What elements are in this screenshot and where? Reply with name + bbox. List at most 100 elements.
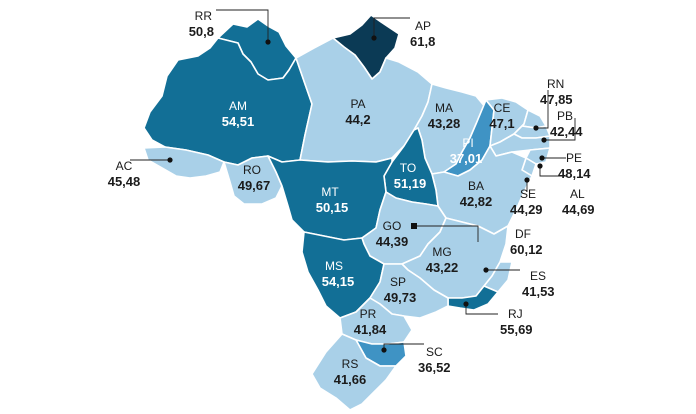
leader-dot-ap bbox=[371, 35, 377, 41]
state-label-ro: RO 49,67 bbox=[238, 163, 271, 193]
state-label-ms: MS 54,15 bbox=[322, 259, 355, 289]
state-code-go: GO bbox=[383, 219, 402, 233]
state-code-sp: SP bbox=[390, 275, 406, 289]
state-label-pa: PA 44,2 bbox=[345, 97, 370, 127]
state-code-ma: MA bbox=[435, 101, 453, 115]
state-label-pi: PI 37,01 bbox=[450, 136, 483, 166]
state-label-mg: MG 43,22 bbox=[426, 245, 459, 275]
leader-dot-al bbox=[537, 163, 543, 169]
leader-lines bbox=[130, 9, 576, 353]
state-label-sp: SP 49,73 bbox=[384, 275, 417, 305]
leader-rn bbox=[536, 90, 549, 129]
state-label-se: SE 44,29 bbox=[510, 187, 543, 217]
leader-dot-ac bbox=[167, 157, 173, 163]
leader-dot-es bbox=[483, 267, 489, 273]
state-label-ma: MA 43,28 bbox=[428, 101, 461, 131]
state-label-df: DF 60,12 bbox=[510, 227, 543, 257]
state-value-go: 44,39 bbox=[376, 234, 409, 249]
state-code-ce: CE bbox=[494, 101, 511, 115]
state-code-ap: AP bbox=[415, 19, 431, 33]
state-label-al: AL 44,69 bbox=[562, 187, 595, 217]
state-code-pe: PE bbox=[566, 151, 582, 165]
state-label-pe: PE 48,14 bbox=[558, 151, 591, 181]
state-value-sp: 49,73 bbox=[384, 290, 417, 305]
state-value-rr: 50,8 bbox=[189, 24, 214, 39]
state-shapes bbox=[143, 14, 551, 411]
state-value-pa: 44,2 bbox=[345, 112, 370, 127]
state-code-es: ES bbox=[530, 269, 546, 283]
state-labels: RR 50,8 AP 61,8 AM 54,51 PA 44,2 MA 43,2… bbox=[108, 9, 595, 387]
state-shape-al bbox=[525, 147, 551, 165]
state-code-pb: PB bbox=[557, 109, 573, 123]
state-code-to: TO bbox=[400, 161, 416, 175]
state-value-ac: 45,48 bbox=[108, 174, 141, 189]
state-value-rs: 41,66 bbox=[334, 372, 367, 387]
leader-rr bbox=[216, 9, 269, 42]
state-value-ma: 43,28 bbox=[428, 116, 461, 131]
state-value-ap: 61,8 bbox=[410, 34, 435, 49]
leader-dot-rj bbox=[463, 301, 469, 307]
state-code-mg: MG bbox=[432, 245, 451, 259]
state-value-sc: 36,52 bbox=[418, 360, 451, 375]
state-value-df: 60,12 bbox=[510, 242, 543, 257]
state-label-es: ES 41,53 bbox=[522, 269, 555, 299]
state-value-ce: 47,1 bbox=[489, 116, 514, 131]
state-code-pr: PR bbox=[360, 307, 377, 321]
state-code-ac: AC bbox=[116, 159, 133, 173]
state-label-am: AM 54,51 bbox=[222, 99, 255, 129]
leader-dot-se bbox=[524, 177, 530, 183]
state-label-pr: PR 41,84 bbox=[354, 307, 387, 337]
state-value-pi: 37,01 bbox=[450, 151, 483, 166]
state-label-rs: RS 41,66 bbox=[334, 357, 367, 387]
leader-dot-sc bbox=[381, 347, 387, 353]
leader-dot-pe bbox=[539, 155, 545, 161]
leader-rj bbox=[465, 304, 498, 315]
state-code-rr: RR bbox=[195, 9, 213, 23]
state-label-rj: RJ 55,69 bbox=[500, 307, 533, 337]
state-label-ap: AP 61,8 bbox=[410, 19, 435, 49]
leader-dot-df bbox=[411, 223, 417, 229]
state-value-ms: 54,15 bbox=[322, 274, 355, 289]
state-label-ac: AC 45,48 bbox=[108, 159, 141, 189]
state-shape-ac bbox=[143, 146, 225, 179]
state-value-pe: 48,14 bbox=[558, 166, 591, 181]
state-label-pb: PB 42,44 bbox=[550, 109, 583, 139]
state-value-se: 44,29 bbox=[510, 202, 543, 217]
state-shape-rj bbox=[447, 285, 499, 311]
leader-ap bbox=[373, 17, 410, 38]
state-label-to: TO 51,19 bbox=[394, 161, 427, 191]
state-value-ro: 49,67 bbox=[238, 178, 271, 193]
state-code-pi: PI bbox=[462, 136, 473, 150]
state-code-ba: BA bbox=[468, 179, 484, 193]
state-value-to: 51,19 bbox=[394, 176, 427, 191]
state-value-ba: 42,82 bbox=[460, 194, 493, 209]
state-value-rj: 55,69 bbox=[500, 322, 533, 337]
state-code-rj: RJ bbox=[508, 307, 523, 321]
state-value-es: 41,53 bbox=[522, 284, 555, 299]
state-value-rn: 47,85 bbox=[540, 92, 573, 107]
leader-df bbox=[414, 225, 479, 242]
state-label-rr: RR 50,8 bbox=[189, 9, 214, 39]
state-value-pb: 42,44 bbox=[550, 124, 583, 139]
state-label-mt: MT 50,15 bbox=[316, 185, 349, 215]
state-code-ro: RO bbox=[243, 163, 261, 177]
state-label-rn: RN 47,85 bbox=[540, 77, 573, 107]
state-code-al: AL bbox=[570, 187, 585, 201]
state-label-sc: SC 36,52 bbox=[418, 345, 451, 375]
state-code-se: SE bbox=[520, 187, 536, 201]
state-label-ba: BA 42,82 bbox=[460, 179, 493, 209]
leader-dot-pb bbox=[541, 137, 547, 143]
state-value-al: 44,69 bbox=[562, 202, 595, 217]
state-code-rs: RS bbox=[342, 357, 359, 371]
state-label-ce: CE 47,1 bbox=[489, 101, 514, 131]
state-value-mt: 50,15 bbox=[316, 200, 349, 215]
state-label-go: GO 44,39 bbox=[376, 219, 409, 249]
state-code-ms: MS bbox=[325, 259, 343, 273]
state-code-df: DF bbox=[515, 227, 531, 241]
leader-pb bbox=[544, 118, 576, 141]
leader-al bbox=[539, 166, 566, 177]
state-code-pa: PA bbox=[350, 97, 365, 111]
state-shape-rs bbox=[311, 333, 397, 411]
state-value-mg: 43,22 bbox=[426, 260, 459, 275]
